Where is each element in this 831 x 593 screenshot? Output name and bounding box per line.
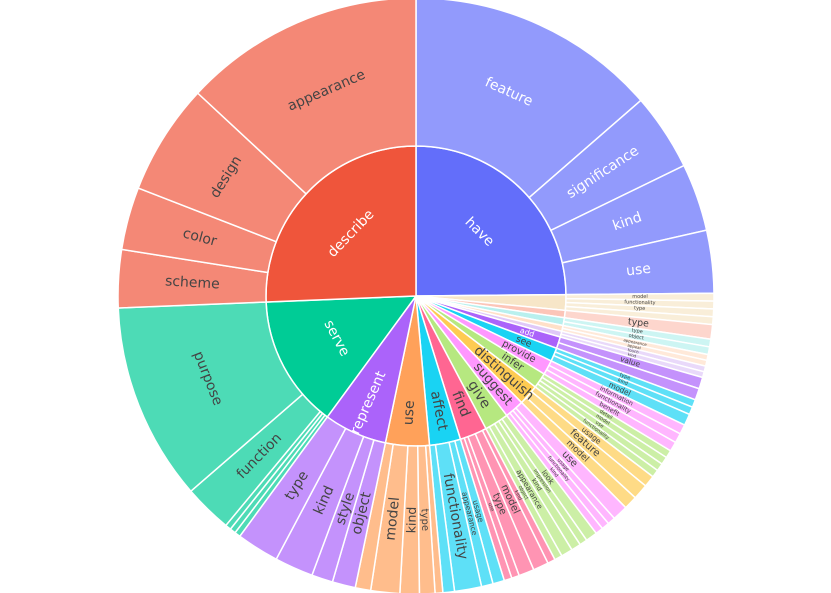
segment-label: add: [519, 326, 536, 339]
segment-label: functionality: [624, 299, 655, 306]
segment-label: affect: [427, 390, 451, 433]
segment-label: object: [628, 333, 644, 342]
segment-label: type: [419, 508, 431, 531]
segment-label: model: [632, 294, 648, 300]
segment-label: kind: [548, 467, 559, 479]
segment-label: kind: [403, 507, 419, 534]
segment-label: appearance: [623, 337, 648, 347]
segment-label: type: [634, 305, 645, 312]
segment-label: model: [383, 496, 403, 541]
segment-label: type: [631, 328, 643, 336]
segment-label: kind: [513, 489, 523, 501]
segment-label: scheme: [165, 273, 221, 292]
segment-label: use: [625, 261, 651, 280]
segment-label: kind: [617, 377, 629, 387]
segment-label: type: [627, 316, 649, 329]
segment-label: type: [619, 372, 632, 382]
segment-label: appeal: [627, 343, 641, 351]
segment-label: use: [401, 400, 418, 426]
segment-label: use: [594, 420, 605, 430]
segment-label: use: [486, 502, 495, 512]
segment-label: touch: [627, 347, 640, 355]
outer-segment[interactable]: [196, 0, 417, 195]
outer-segment[interactable]: [415, 0, 642, 199]
segment-label: kind: [627, 352, 637, 359]
